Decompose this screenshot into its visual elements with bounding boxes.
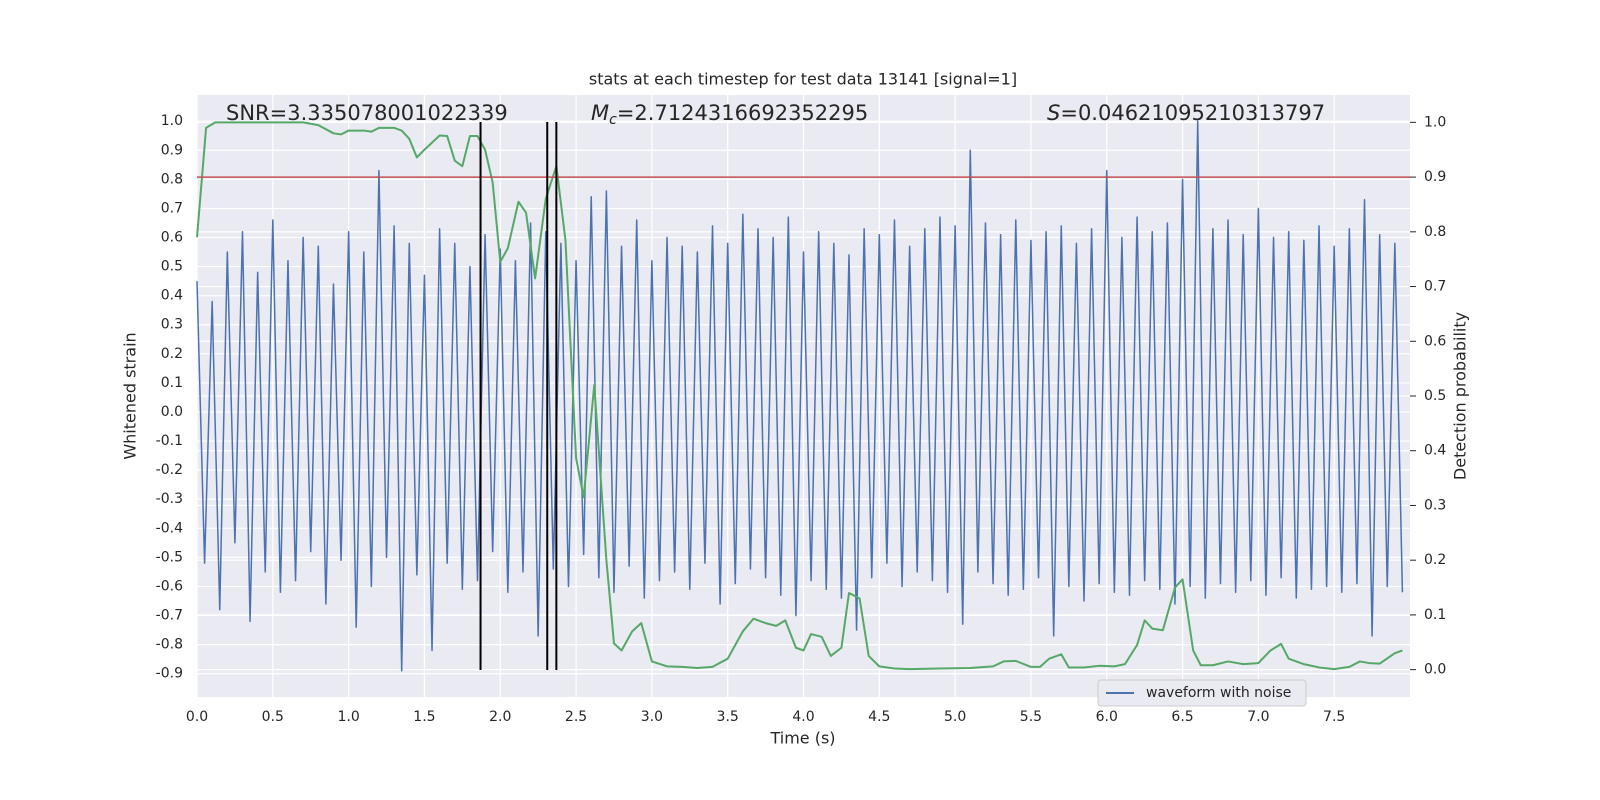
x-tick-label: 7.5 <box>1323 709 1345 725</box>
annotation: S=0.04621095210313797 <box>1047 101 1325 125</box>
chart-title: stats at each timestep for test data 131… <box>589 70 1017 89</box>
x-tick-label: 6.0 <box>1096 709 1118 725</box>
y2-tick-label: 0.0 <box>1424 662 1446 678</box>
x-tick-label: 1.0 <box>337 709 359 725</box>
x-tick-label: 1.5 <box>413 709 435 725</box>
y2-tick-label: 0.8 <box>1424 224 1446 240</box>
y-tick-label: 0.0 <box>161 404 183 420</box>
y2-axis-label: Detection probability <box>1451 312 1470 480</box>
series-line <box>196 120 1404 672</box>
x-tick-label: 6.5 <box>1171 709 1193 725</box>
annotation-text: =0.04621095210313797 <box>1060 101 1325 125</box>
x-tick-label: 4.0 <box>792 709 814 725</box>
y-tick-label: -0.1 <box>156 433 183 449</box>
y2-tick-label: 1.0 <box>1424 114 1446 130</box>
y2-tick-label: 0.9 <box>1424 169 1446 185</box>
y-tick-label: -0.3 <box>156 491 183 507</box>
grid <box>196 95 1410 697</box>
y-tick-label: -0.6 <box>156 578 183 594</box>
annotation-symbol: M <box>591 101 609 125</box>
y-tick-label: -0.9 <box>156 666 183 682</box>
y2-tick-label: 0.6 <box>1424 333 1446 349</box>
y-tick-label: 0.4 <box>161 288 183 304</box>
y-tick-label: 0.6 <box>161 230 183 246</box>
legend-box <box>1097 679 1307 707</box>
x-tick-label: 0.0 <box>186 709 208 725</box>
annotation-subscript: c <box>609 112 617 128</box>
y-tick-label: -0.2 <box>156 462 183 478</box>
marks <box>196 120 1410 672</box>
annotation-symbol: S <box>1047 101 1060 125</box>
x-tick-label: 5.0 <box>944 709 966 725</box>
y-tick-label: -0.7 <box>156 608 183 624</box>
y2-tick-label: 0.5 <box>1424 388 1446 404</box>
y2-tick-label: 0.7 <box>1424 279 1446 295</box>
legend-label: waveform with noise <box>1146 685 1291 701</box>
x-tick-label: 0.5 <box>262 709 284 725</box>
x-tick-label: 2.0 <box>489 709 511 725</box>
x-tick-label: 3.0 <box>641 709 663 725</box>
series-line <box>196 121 1403 671</box>
y-tick-label: -0.4 <box>156 520 183 536</box>
y2-tick-label: 0.1 <box>1424 607 1446 623</box>
annotation: Mc=2.7124316692352295 <box>591 101 868 128</box>
y-tick-label: -0.5 <box>156 549 183 565</box>
y-axis-label: Whitened strain <box>121 332 140 459</box>
x-tick-label: 5.5 <box>1020 709 1042 725</box>
x-tick-label: 2.5 <box>565 709 587 725</box>
y-tick-label: 0.5 <box>161 259 183 275</box>
x-tick-label: 4.5 <box>868 709 890 725</box>
y-tick-label: 0.2 <box>161 346 183 362</box>
y-tick-label: 0.1 <box>161 375 183 391</box>
y-tick-label: 0.3 <box>161 317 183 333</box>
y2-tick-label: 0.2 <box>1424 552 1446 568</box>
annotation-text: SNR=3.335078001022339 <box>226 101 508 125</box>
annotation: SNR=3.335078001022339 <box>226 101 508 125</box>
y-tick-label: 0.9 <box>161 142 183 158</box>
annotation-text: =2.7124316692352295 <box>617 101 868 125</box>
labels: 0.0 0.5 1.0 1.5 2.0 2.5 3.0 3.5 4.0 4.5 5.0 5.5 6.0 6… <box>156 101 1447 725</box>
y-tick-label: 0.7 <box>161 200 183 216</box>
x-tick-label: 3.5 <box>717 709 739 725</box>
x-axis-label: Time (s) <box>769 729 835 748</box>
y-tick-label: 1.0 <box>161 113 183 129</box>
x-tick-label: 7.0 <box>1247 709 1269 725</box>
y-tick-label: 0.8 <box>161 171 183 187</box>
y-tick-label: -0.8 <box>156 637 183 653</box>
y2-tick-label: 0.4 <box>1424 443 1446 459</box>
legend: waveform with noise <box>1097 679 1307 707</box>
y2-tick-label: 0.3 <box>1424 497 1446 513</box>
